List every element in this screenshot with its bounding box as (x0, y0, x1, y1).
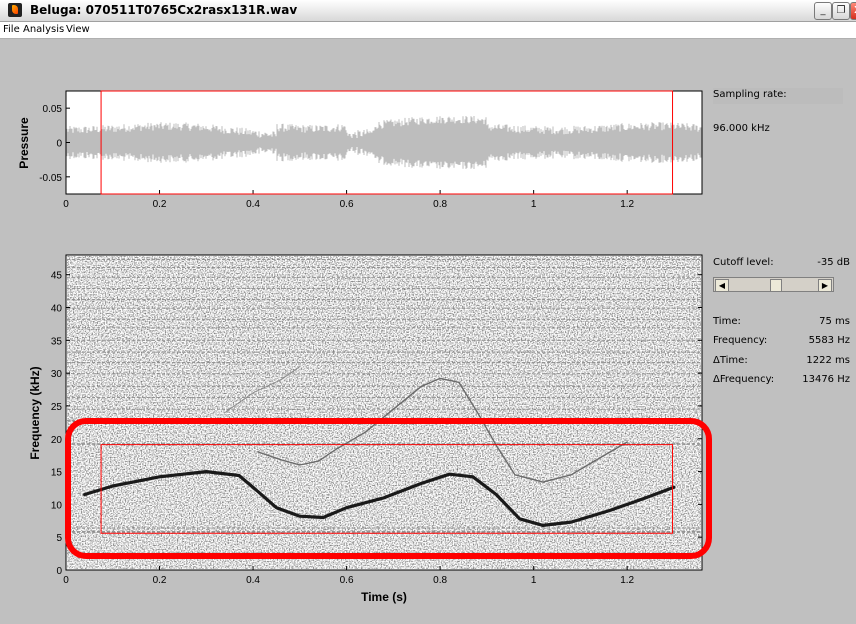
waveform-xtick-label: 1.2 (620, 199, 634, 210)
spectrogram-xtick-label: 0.4 (246, 575, 260, 586)
spectrogram-xtick-label: 1 (531, 575, 537, 586)
spectrogram-selection-box[interactable] (100, 444, 674, 534)
waveform-xtick-label: 0.6 (340, 199, 354, 210)
spectrogram-xtick-label: 1.2 (620, 575, 634, 586)
waveform-xtick-label: 0.4 (246, 199, 260, 210)
spectrogram-ytick-label: 15 (51, 468, 63, 479)
spectrogram-ytick-label: 5 (56, 533, 62, 544)
sampling-rate-label: Sampling rate: (713, 89, 787, 100)
waveform-x-ticks: 0 0.2 0.4 0.6 0.8 1 1.2 (63, 190, 635, 210)
dtime-label: ΔTime: (713, 355, 748, 366)
spectrogram-y-ticks: 0 5 10 15 20 25 30 35 40 45 (51, 271, 702, 577)
close-button[interactable]: X (850, 2, 856, 20)
faint-upper-contour (224, 366, 301, 413)
spectrogram-xlabel: Time (s) (361, 590, 407, 604)
restore-button[interactable]: ❐ (832, 2, 850, 20)
waveform-plot[interactable]: 0.05 0 -0.05 0 0.2 0.4 0.6 0.8 1 1.2 Pressure (17, 90, 703, 210)
spectrogram-ytick-label: 40 (51, 304, 63, 315)
waveform-ytick-label: 0.05 (43, 104, 63, 115)
waveform-selection-box[interactable] (100, 90, 674, 195)
waveform-xtick-label: 0.8 (433, 199, 447, 210)
waveform-xtick-label: 0 (63, 199, 69, 210)
harmonic-whistle-contour (257, 377, 628, 483)
waveform-ytick-label: 0 (56, 139, 62, 150)
menu-analysis[interactable]: Analysis (23, 24, 65, 35)
spectrogram-ytick-label: 10 (51, 500, 63, 511)
spectrogram-ytick-label: 30 (51, 369, 63, 380)
spectrogram-xtick-label: 0 (63, 575, 69, 586)
frequency-label: Frequency: (713, 335, 768, 346)
cutoff-slider[interactable]: ◀ ▶ (713, 277, 834, 292)
waveform-ytick-label: -0.05 (39, 173, 62, 184)
cutoff-label: Cutoff level: (713, 257, 774, 268)
waveform-y-ticks: 0.05 0 -0.05 (39, 104, 70, 184)
cutoff-value: -35 dB (817, 257, 850, 268)
spectrogram-ytick-label: 45 (51, 271, 63, 282)
frequency-value: 5583 Hz (808, 335, 850, 346)
menu-file[interactable]: File (3, 24, 20, 35)
spectrogram-noise (67, 256, 701, 569)
spectrogram-ylabel: Frequency (kHz) (28, 366, 42, 459)
minimize-button[interactable]: _ (814, 2, 832, 20)
slider-thumb[interactable] (770, 279, 782, 292)
title-bar: Beluga: 070511T0765Cx2rasx131R.wav _ ❐ X (0, 0, 856, 22)
fundamental-whistle-contour (83, 470, 676, 527)
dfrequency-label: ΔFrequency: (713, 374, 775, 385)
spectrogram-xtick-label: 0.2 (153, 575, 167, 586)
dfrequency-value: 13476 Hz (802, 374, 850, 385)
sampling-rate-value: 96.000 kHz (713, 123, 770, 134)
spectrogram-whistle-contours (83, 366, 676, 527)
spectrogram-xtick-label: 0.8 (433, 575, 447, 586)
matlab-app-icon (8, 3, 22, 17)
waveform-xtick-label: 1 (531, 199, 537, 210)
spectrogram-ytick-label: 20 (51, 435, 63, 446)
menu-bar: File Analysis View (0, 22, 856, 39)
spectrogram-ytick-label: 0 (56, 566, 62, 577)
time-value: 75 ms (819, 316, 850, 327)
slider-right-arrow-icon[interactable]: ▶ (818, 279, 832, 292)
spectrogram-plot[interactable]: 0 5 10 15 20 25 30 35 40 45 0 0.2 0.4 0.6 0.8 1 1.2 Fre… (28, 254, 712, 604)
time-label: Time: (713, 316, 741, 327)
menu-view[interactable]: View (66, 24, 90, 35)
waveform-xtick-label: 0.2 (153, 199, 167, 210)
highlight-annotation (65, 418, 712, 559)
sampling-rate-field (713, 88, 843, 104)
spectrogram-xtick-label: 0.6 (340, 575, 354, 586)
dtime-value: 1222 ms (806, 355, 850, 366)
waveform-ylabel: Pressure (17, 117, 31, 169)
spectrogram-ytick-label: 35 (51, 336, 63, 347)
spectrogram-ytick-label: 25 (51, 402, 63, 413)
spectrogram-x-ticks: 0 0.2 0.4 0.6 0.8 1 1.2 (63, 566, 635, 586)
window-title: Beluga: 070511T0765Cx2rasx131R.wav (30, 3, 298, 17)
slider-left-arrow-icon[interactable]: ◀ (715, 279, 729, 292)
